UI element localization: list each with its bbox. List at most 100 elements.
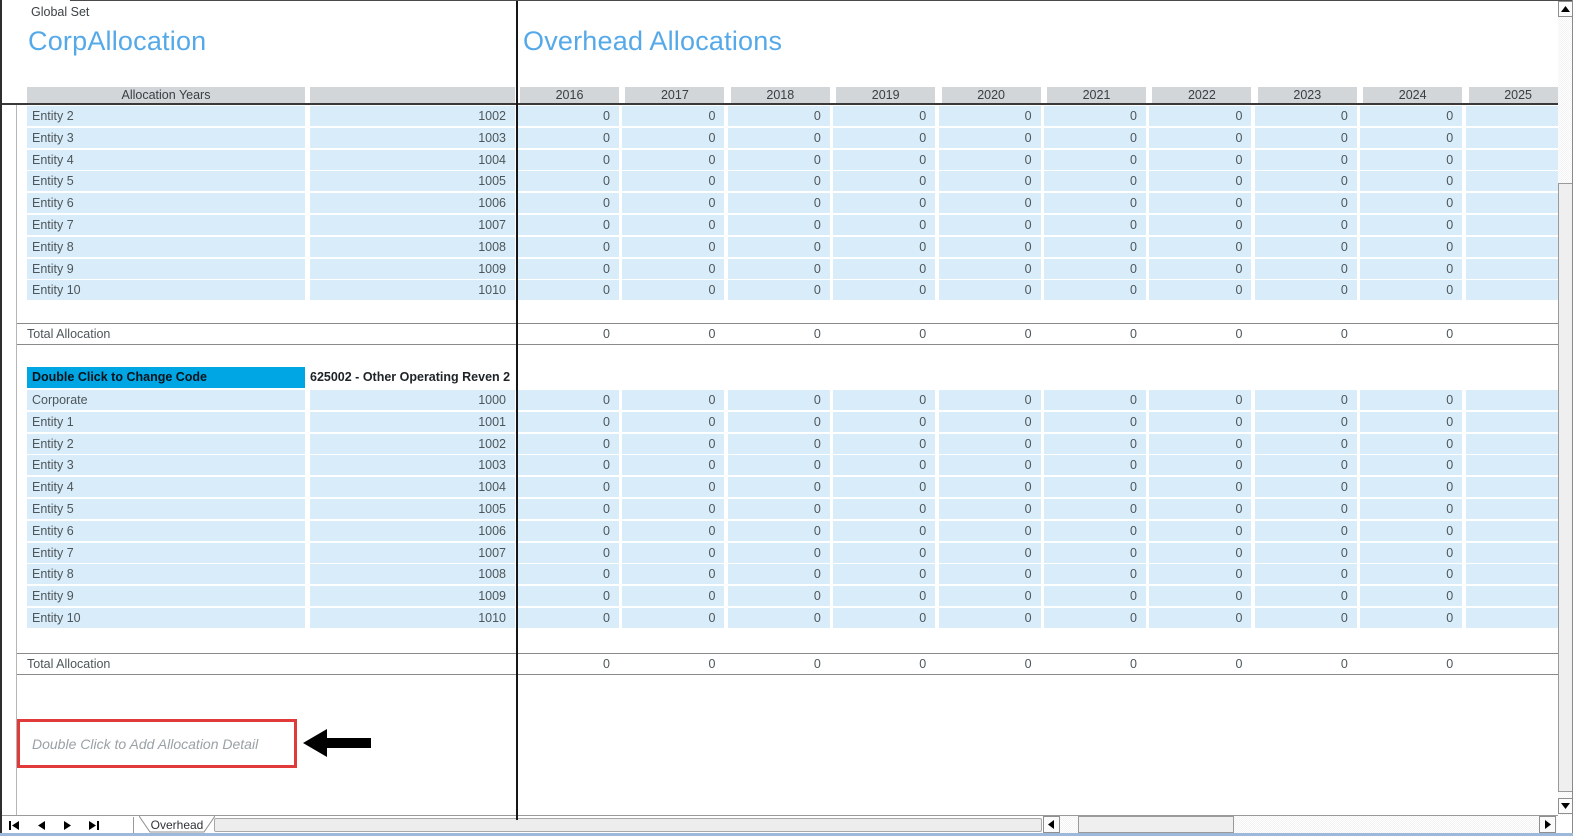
value-cell-2020[interactable]: 0 (938, 215, 1041, 235)
value-cell-2017[interactable]: 0 (622, 586, 725, 607)
value-cell-2018[interactable]: 0 (727, 280, 830, 301)
value-cell-2020[interactable]: 0 (938, 542, 1041, 563)
row-label-cell[interactable]: Entity 7 (27, 215, 305, 235)
value-cell-2016[interactable]: 0 (517, 411, 619, 432)
row-code-cell[interactable]: 1010 (310, 608, 515, 628)
row-label-cell[interactable]: Entity 9 (27, 258, 305, 279)
value-cell-2017[interactable]: 0 (622, 193, 725, 214)
value-cell-2022[interactable]: 0 (1149, 171, 1252, 192)
value-cell-2022[interactable]: 0 (1149, 564, 1252, 585)
value-cell-2023[interactable]: 0 (1254, 236, 1357, 257)
row-label-cell[interactable]: Entity 5 (27, 499, 305, 519)
value-cell-2019[interactable]: 0 (833, 215, 936, 235)
value-cell-2025[interactable] (1465, 433, 1558, 454)
value-cell-2017[interactable]: 0 (622, 499, 725, 519)
value-cell-2022[interactable]: 0 (1149, 280, 1252, 301)
value-cell-2019[interactable]: 0 (833, 258, 936, 279)
value-cell-2020[interactable]: 0 (938, 564, 1041, 585)
value-cell-2021[interactable]: 0 (1044, 433, 1146, 454)
value-cell-2020[interactable]: 0 (938, 499, 1041, 519)
value-cell-2024[interactable]: 0 (1360, 127, 1463, 148)
value-cell-2022[interactable]: 0 (1149, 520, 1252, 541)
value-cell-2018[interactable]: 0 (727, 127, 830, 148)
value-cell-2018[interactable]: 0 (727, 520, 830, 541)
value-cell-2022[interactable]: 0 (1149, 499, 1252, 519)
value-cell-2020[interactable]: 0 (938, 477, 1041, 498)
value-cell-2023[interactable]: 0 (1254, 149, 1357, 170)
value-cell-2024[interactable]: 0 (1360, 455, 1463, 476)
value-cell-2016[interactable]: 0 (517, 433, 619, 454)
value-cell-2024[interactable]: 0 (1360, 280, 1463, 301)
vertical-scrollbar-thumb[interactable] (1558, 183, 1573, 792)
value-cell-2023[interactable]: 0 (1254, 520, 1357, 541)
last-sheet-button[interactable] (85, 819, 101, 831)
value-cell-2024[interactable]: 0 (1360, 433, 1463, 454)
row-code-cell[interactable]: 1006 (310, 520, 515, 541)
value-cell-2024[interactable]: 0 (1360, 149, 1463, 170)
row-code-cell[interactable]: 1005 (310, 171, 515, 192)
value-cell-2021[interactable]: 0 (1044, 280, 1146, 301)
value-cell-2020[interactable]: 0 (938, 390, 1041, 410)
value-cell-2020[interactable]: 0 (938, 411, 1041, 432)
scroll-right-button[interactable] (1539, 816, 1556, 833)
value-cell-2016[interactable]: 0 (517, 127, 619, 148)
row-code-cell[interactable]: 1009 (310, 586, 515, 607)
value-cell-2025[interactable] (1465, 455, 1558, 476)
value-cell-2019[interactable]: 0 (833, 236, 936, 257)
value-cell-2023[interactable]: 0 (1254, 215, 1357, 235)
value-cell-2019[interactable]: 0 (833, 390, 936, 410)
row-code-cell[interactable]: 1008 (310, 564, 515, 585)
value-cell-2017[interactable]: 0 (622, 258, 725, 279)
value-cell-2017[interactable]: 0 (622, 236, 725, 257)
row-code-cell[interactable]: 1003 (310, 455, 515, 476)
value-cell-2025[interactable] (1465, 586, 1558, 607)
value-cell-2016[interactable]: 0 (517, 586, 619, 607)
row-code-cell[interactable]: 1007 (310, 542, 515, 563)
value-cell-2022[interactable]: 0 (1149, 586, 1252, 607)
row-code-cell[interactable]: 1005 (310, 499, 515, 519)
value-cell-2022[interactable]: 0 (1149, 608, 1252, 628)
row-label-cell[interactable]: Entity 7 (27, 542, 305, 563)
value-cell-2018[interactable]: 0 (727, 542, 830, 563)
row-label-cell[interactable]: Entity 3 (27, 127, 305, 148)
value-cell-2016[interactable]: 0 (517, 149, 619, 170)
value-cell-2025[interactable] (1465, 499, 1558, 519)
value-cell-2017[interactable]: 0 (622, 280, 725, 301)
horizontal-scrollbar[interactable] (1043, 816, 1557, 833)
value-cell-2016[interactable]: 0 (517, 215, 619, 235)
value-cell-2022[interactable]: 0 (1149, 477, 1252, 498)
row-label-cell[interactable]: Entity 5 (27, 171, 305, 192)
value-cell-2016[interactable]: 0 (517, 542, 619, 563)
value-cell-2020[interactable]: 0 (938, 520, 1041, 541)
row-label-cell[interactable]: Entity 2 (27, 433, 305, 454)
row-label-cell[interactable]: Entity 8 (27, 236, 305, 257)
value-cell-2024[interactable]: 0 (1360, 586, 1463, 607)
value-cell-2023[interactable]: 0 (1254, 127, 1357, 148)
row-label-cell[interactable]: Entity 2 (27, 106, 305, 126)
value-cell-2022[interactable]: 0 (1149, 455, 1252, 476)
value-cell-2017[interactable]: 0 (622, 215, 725, 235)
value-cell-2025[interactable] (1465, 215, 1558, 235)
value-cell-2017[interactable]: 0 (622, 542, 725, 563)
value-cell-2025[interactable] (1465, 149, 1558, 170)
value-cell-2019[interactable]: 0 (833, 586, 936, 607)
row-code-cell[interactable]: 1004 (310, 477, 515, 498)
value-cell-2016[interactable]: 0 (517, 171, 619, 192)
value-cell-2021[interactable]: 0 (1044, 258, 1146, 279)
value-cell-2020[interactable]: 0 (938, 149, 1041, 170)
value-cell-2020[interactable]: 0 (938, 193, 1041, 214)
value-cell-2023[interactable]: 0 (1254, 499, 1357, 519)
value-cell-2018[interactable]: 0 (727, 411, 830, 432)
value-cell-2019[interactable]: 0 (833, 149, 936, 170)
value-cell-2019[interactable]: 0 (833, 127, 936, 148)
first-sheet-button[interactable] (6, 819, 22, 831)
value-cell-2023[interactable]: 0 (1254, 477, 1357, 498)
scroll-down-button[interactable] (1558, 798, 1573, 814)
value-cell-2018[interactable]: 0 (727, 499, 830, 519)
value-cell-2023[interactable]: 0 (1254, 106, 1357, 126)
value-cell-2018[interactable]: 0 (727, 477, 830, 498)
value-cell-2018[interactable]: 0 (727, 236, 830, 257)
row-label-cell[interactable]: Entity 8 (27, 564, 305, 585)
value-cell-2021[interactable]: 0 (1044, 193, 1146, 214)
scroll-left-button[interactable] (1043, 816, 1060, 833)
